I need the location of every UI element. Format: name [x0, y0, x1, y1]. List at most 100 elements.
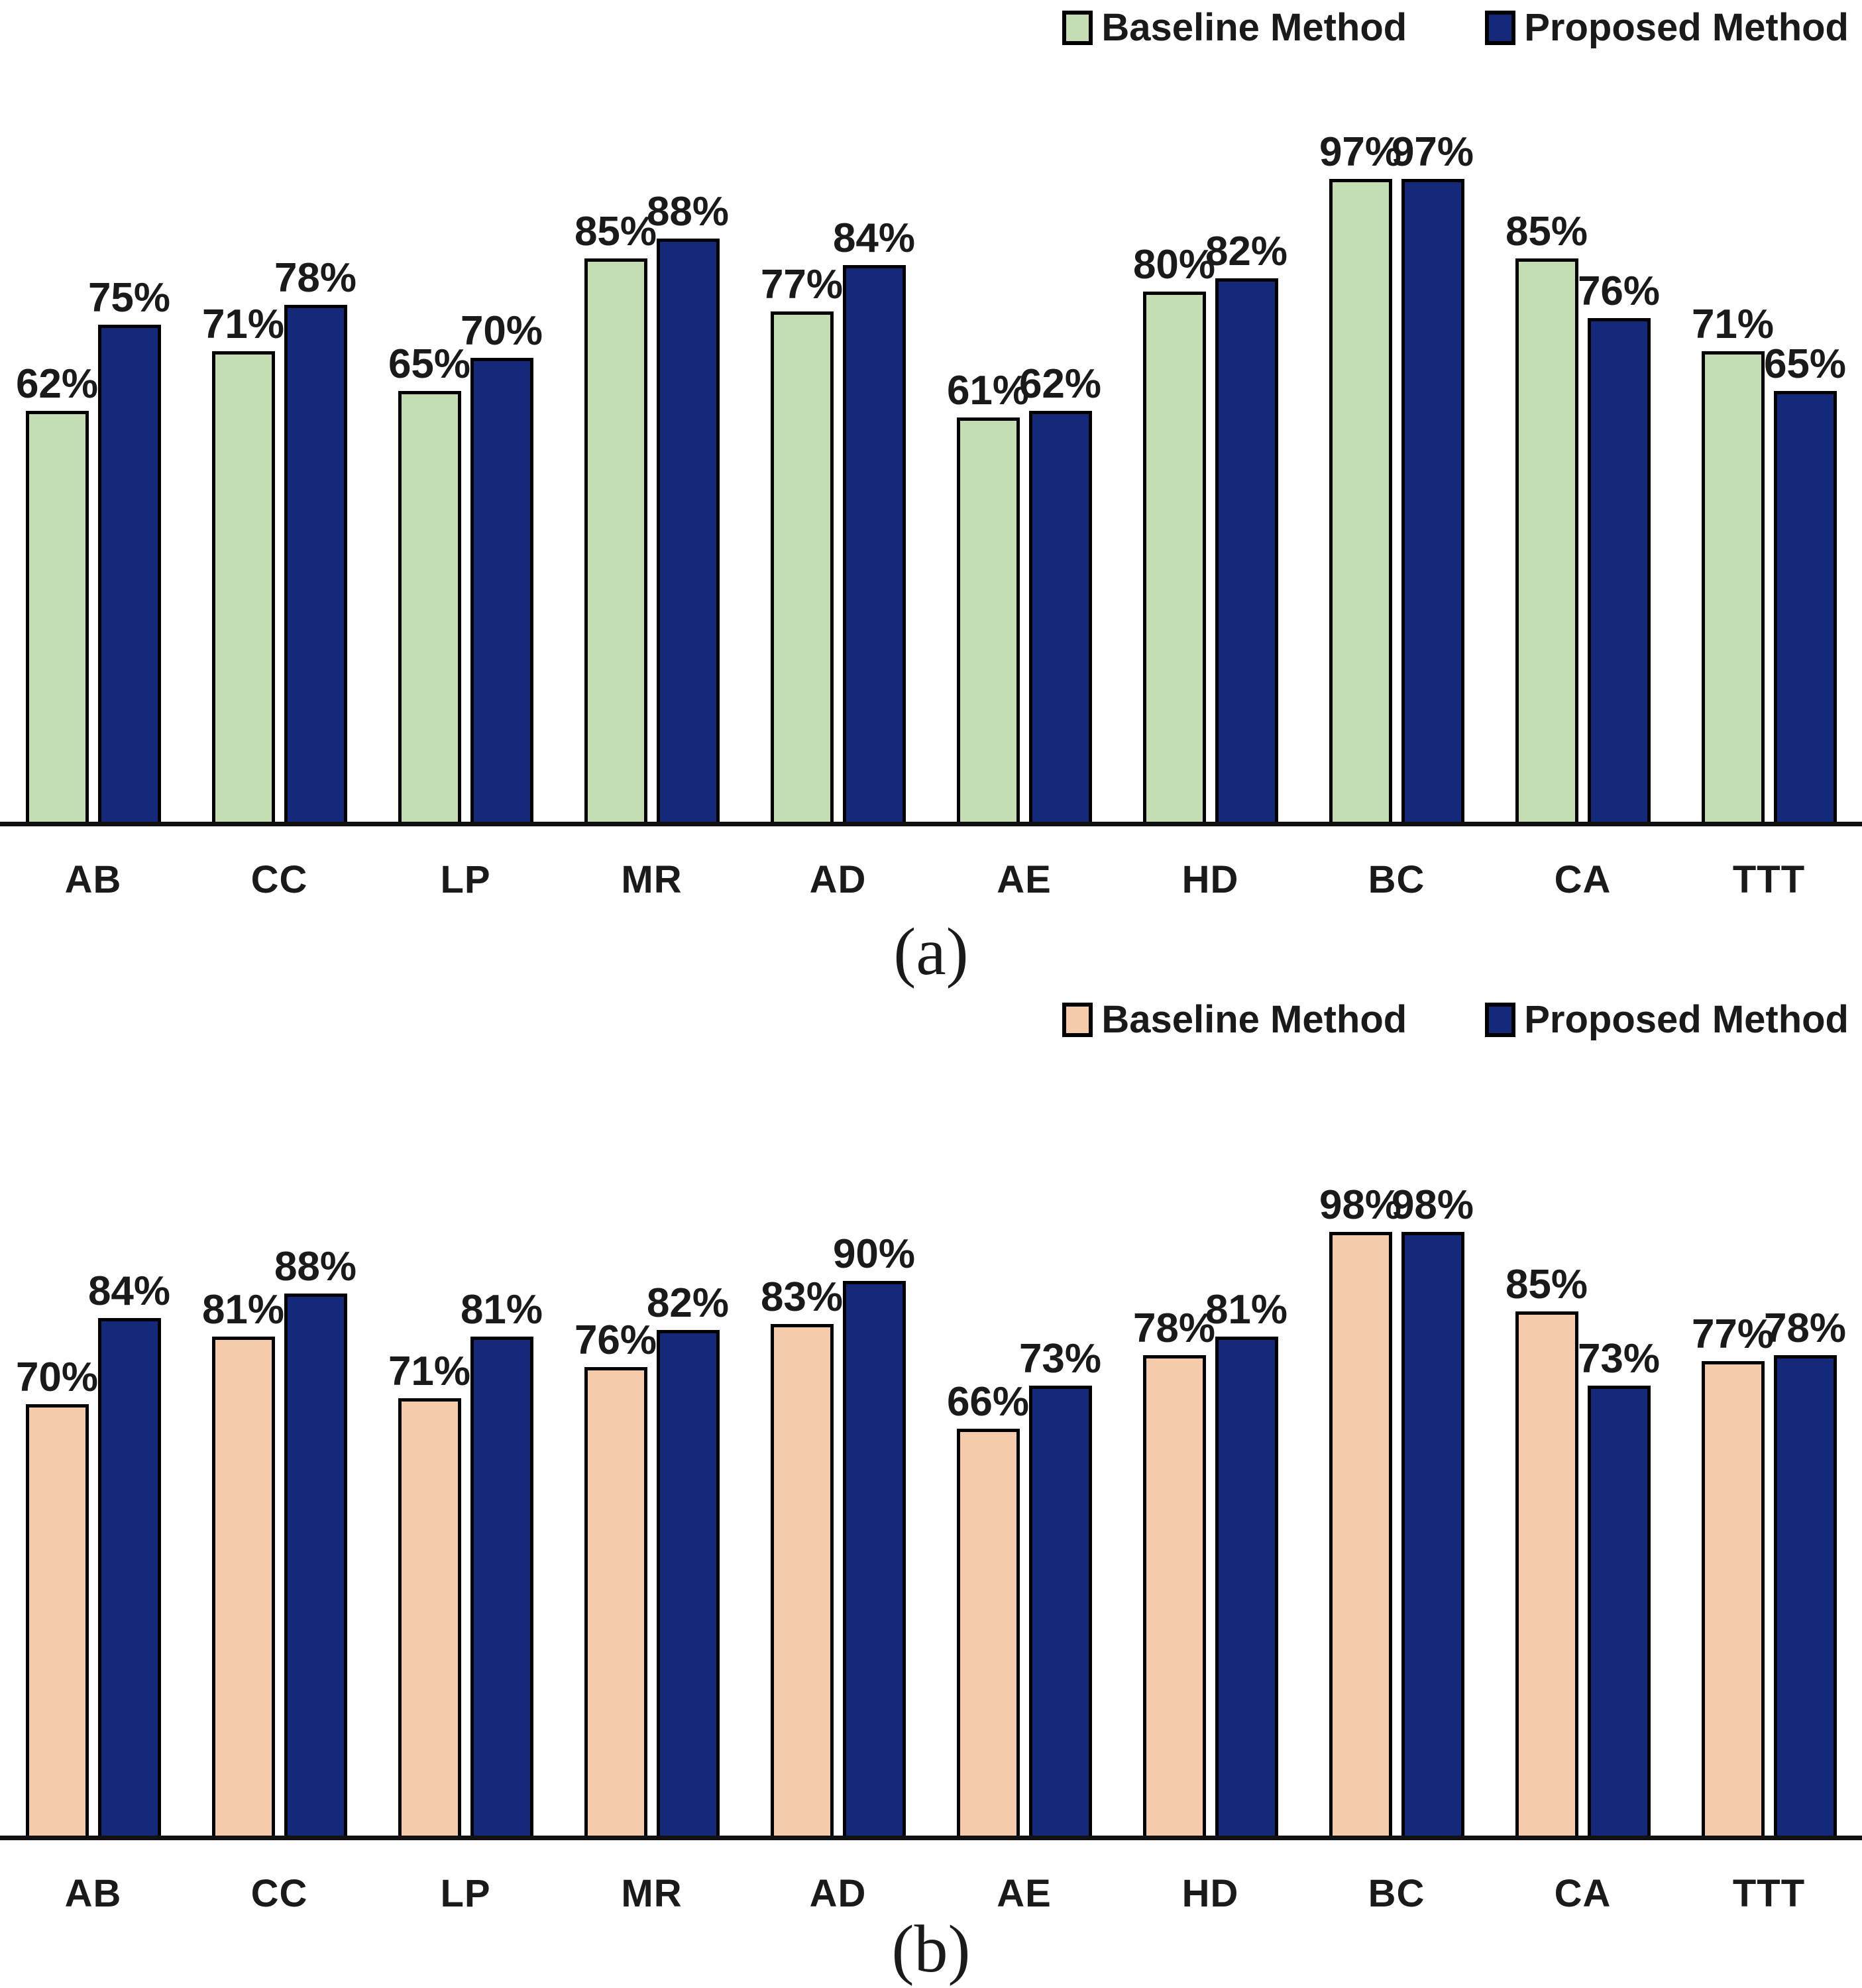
bar-value-label: 97%	[1391, 129, 1474, 175]
bar-value-label: 73%	[1577, 1336, 1661, 1382]
legend-swatch-proposed	[1485, 10, 1516, 45]
bar-value-label: 65%	[1763, 341, 1847, 387]
bar-baseline-BC: 97%	[1319, 132, 1401, 822]
bar-baseline-AD: 77%	[761, 264, 843, 822]
legend-item-baseline: Baseline Method	[1062, 997, 1407, 1042]
bar-value-label: 65%	[388, 341, 471, 387]
bar-group-TTT: 77% 78%	[1676, 1219, 1862, 1836]
legend: Baseline Method Proposed Method	[1062, 5, 1849, 50]
bar-baseline-CC: 71%	[202, 304, 284, 822]
bar-group-CA: 85% 73%	[1490, 1219, 1676, 1836]
plot-area: 70% 84% 81% 88% 71% 81% 76% 82% 83% 90% 66% 73% 78% 8…	[0, 1185, 1862, 1836]
bar-value-label: 78%	[1763, 1305, 1847, 1351]
bar-value-label: 73%	[1018, 1336, 1102, 1382]
bar-baseline-AB: 62%	[16, 364, 98, 822]
bar-baseline-AE: 61%	[947, 370, 1029, 822]
bar-value-label: 85%	[1505, 1262, 1588, 1307]
x-axis-label-LP: LP	[440, 858, 491, 901]
bar-baseline-HD: 78%	[1133, 1308, 1215, 1836]
bar-proposed-MR: 88%	[647, 192, 729, 822]
bar-value-label: 98%	[1319, 1182, 1402, 1228]
bar-value-label: 71%	[388, 1349, 471, 1394]
bar-value-label: 62%	[15, 361, 99, 407]
bar-value-label: 76%	[1577, 268, 1661, 314]
bar-proposed-AB: 84%	[88, 1271, 170, 1836]
x-axis-labels: AB CC LP MR AD AE HD BC CA TTT	[0, 1871, 1862, 1916]
bar-group-CC: 81% 88%	[186, 1219, 372, 1836]
legend-item-proposed: Proposed Method	[1485, 997, 1849, 1042]
bar-group-AE: 66% 73%	[931, 1219, 1117, 1836]
bar-baseline-CA: 85%	[1506, 211, 1588, 822]
bar-value-label: 84%	[832, 215, 916, 261]
bar-proposed-CC: 78%	[274, 258, 356, 822]
bar-proposed-BC: 97%	[1392, 132, 1474, 822]
x-axis-label-AD: AD	[809, 1872, 867, 1915]
bar-proposed-TTT: 65%	[1764, 344, 1846, 822]
chart-panel-b: Baseline Method Proposed Method 70% 84% 81%…	[0, 988, 1862, 1987]
x-axis-line	[0, 1836, 1862, 1840]
legend: Baseline Method Proposed Method	[1062, 997, 1849, 1042]
legend-swatch-proposed	[1485, 1002, 1516, 1037]
bar-baseline-MR: 76%	[575, 1320, 657, 1836]
bar-value-label: 78%	[274, 255, 357, 301]
bar-value-label: 70%	[460, 308, 543, 354]
bar-value-label: 77%	[760, 262, 844, 307]
bar-proposed-HD: 82%	[1205, 231, 1287, 822]
bar-group-BC: 97% 97%	[1303, 132, 1490, 822]
bar-group-MR: 76% 82%	[559, 1219, 745, 1836]
x-axis-label-AB: AB	[64, 1872, 122, 1915]
bar-value-label: 75%	[87, 275, 171, 321]
bar-value-label: 81%	[1205, 1287, 1288, 1333]
legend-item-baseline: Baseline Method	[1062, 5, 1407, 50]
legend-swatch-baseline	[1062, 1002, 1093, 1037]
bar-value-label: 84%	[87, 1268, 171, 1314]
bar-group-TTT: 71% 65%	[1676, 159, 1862, 822]
bar-value-label: 62%	[1018, 361, 1102, 407]
plot-area: 62% 75% 71% 78% 65% 70% 85% 88% 77% 84% 61% 62% 80% 8…	[0, 132, 1862, 822]
bar-baseline-AD: 83%	[761, 1277, 843, 1836]
bar-baseline-TTT: 77%	[1692, 1314, 1774, 1836]
bar-baseline-MR: 85%	[575, 211, 657, 822]
x-axis-label-CC: CC	[250, 858, 308, 901]
x-axis-label-AE: AE	[997, 1872, 1052, 1915]
bar-value-label: 82%	[1205, 229, 1288, 274]
bar-group-AB: 70% 84%	[0, 1219, 186, 1836]
bar-proposed-TTT: 78%	[1764, 1308, 1846, 1836]
x-axis-label-CA: CA	[1554, 1872, 1612, 1915]
bar-value-label: 70%	[15, 1354, 99, 1400]
bar-proposed-MR: 82%	[647, 1283, 729, 1836]
bar-baseline-CA: 85%	[1506, 1264, 1588, 1836]
bar-proposed-HD: 81%	[1205, 1290, 1287, 1836]
bar-proposed-CC: 88%	[274, 1246, 356, 1836]
bar-group-AD: 83% 90%	[745, 1219, 931, 1836]
bar-baseline-HD: 80%	[1133, 245, 1215, 822]
x-axis-label-MR: MR	[621, 858, 683, 901]
bar-group-AD: 77% 84%	[745, 159, 931, 822]
bar-proposed-BC: 98%	[1392, 1185, 1474, 1836]
bar-group-BC: 98% 98%	[1303, 1185, 1490, 1836]
x-axis-label-AE: AE	[997, 858, 1052, 901]
bar-value-label: 71%	[201, 302, 285, 347]
chart-panel-a: Baseline Method Proposed Method 62% 75% 71%…	[0, 0, 1862, 989]
bar-group-CA: 85% 76%	[1490, 159, 1676, 822]
x-axis-line	[0, 822, 1862, 826]
bar-value-label: 85%	[1505, 209, 1588, 254]
bar-group-HD: 80% 82%	[1117, 159, 1303, 822]
bar-group-MR: 85% 88%	[559, 159, 745, 822]
bar-value-label: 80%	[1132, 242, 1216, 288]
bar-value-label: 85%	[574, 209, 657, 254]
bar-proposed-AE: 73%	[1019, 1339, 1101, 1836]
bar-baseline-TTT: 71%	[1692, 304, 1774, 822]
bar-value-label: 66%	[946, 1379, 1030, 1425]
bar-baseline-AB: 70%	[16, 1357, 98, 1836]
bar-proposed-AD: 84%	[833, 218, 915, 822]
x-axis-label-LP: LP	[440, 1872, 491, 1915]
legend-label: Proposed Method	[1524, 6, 1849, 49]
bar-group-CC: 71% 78%	[186, 159, 372, 822]
bar-value-label: 76%	[574, 1317, 657, 1363]
bar-proposed-AB: 75%	[88, 278, 170, 822]
bar-baseline-LP: 65%	[388, 344, 470, 822]
bar-value-label: 81%	[460, 1287, 543, 1333]
bar-proposed-AE: 62%	[1019, 364, 1101, 822]
bar-proposed-CA: 76%	[1578, 271, 1660, 822]
